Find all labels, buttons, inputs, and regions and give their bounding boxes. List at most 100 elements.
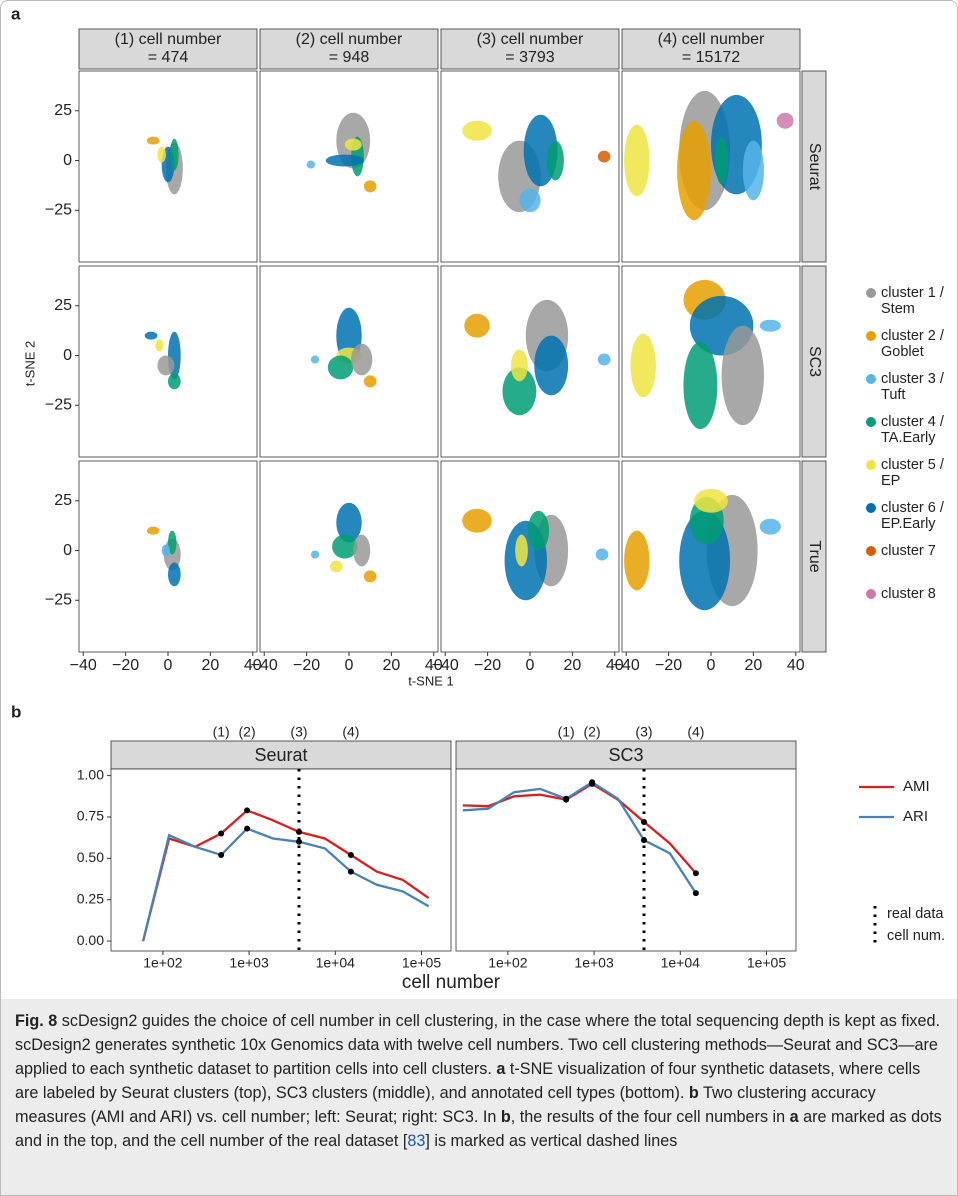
marker-dot xyxy=(295,838,302,845)
cell-cluster xyxy=(161,544,171,557)
facet-title: (4) cell number xyxy=(658,31,765,48)
marker-dot xyxy=(640,837,647,844)
legend-label: ARI xyxy=(903,808,928,825)
cell-cluster xyxy=(715,136,728,185)
y-tick-label: 0.50 xyxy=(77,849,104,865)
x-tick-label: 0 xyxy=(345,657,354,674)
cell-cluster xyxy=(776,112,794,129)
y-tick-label: 25 xyxy=(54,297,72,314)
caption-text: , the results of the four cell numbers i… xyxy=(510,1108,790,1126)
cell-cluster xyxy=(464,313,490,338)
row-strip xyxy=(801,460,827,653)
legend-swatch xyxy=(866,503,876,513)
caption-text: a xyxy=(496,1060,506,1078)
y-tick-label: 0.75 xyxy=(77,808,104,824)
marker-dot xyxy=(563,795,570,802)
x-tick-label: −40 xyxy=(251,657,278,674)
y-tick-label: −25 xyxy=(45,201,72,218)
cell-cluster xyxy=(597,353,611,366)
marker-dot xyxy=(589,779,596,786)
cell-cluster xyxy=(597,150,611,163)
cell-cluster xyxy=(363,375,377,388)
marker-label: (4) xyxy=(687,724,704,740)
x-tick-label: 0 xyxy=(707,657,716,674)
facet-title: Seurat xyxy=(254,745,307,765)
x-tick-label: 1e+02 xyxy=(143,955,183,971)
x-tick-label: 1e+04 xyxy=(661,955,701,971)
cell-cluster xyxy=(351,343,373,376)
panel-background xyxy=(440,265,620,458)
cell-cluster xyxy=(336,502,362,543)
marker-dot xyxy=(244,825,251,832)
caption-text: b xyxy=(500,1108,511,1126)
x-tick-label: −40 xyxy=(432,657,459,674)
x-axis-title: t-SNE 1 xyxy=(408,673,454,688)
cell-cluster xyxy=(325,154,364,167)
marker-dot xyxy=(347,852,354,859)
facet-strip xyxy=(78,28,258,70)
facet-title: = 15172 xyxy=(682,49,740,66)
legend-label: cluster 4 / xyxy=(881,414,945,430)
legend-swatch xyxy=(866,460,876,470)
row-strip xyxy=(801,265,827,458)
marker-label: (1) xyxy=(213,724,230,740)
y-tick-label: −25 xyxy=(45,396,72,413)
y-tick-label: 0 xyxy=(63,152,72,169)
marker-label: (3) xyxy=(290,724,307,740)
legend-swatch xyxy=(866,417,876,427)
facet-strip xyxy=(621,28,801,70)
cell-cluster xyxy=(519,188,541,213)
x-tick-label: −20 xyxy=(655,657,682,674)
row-title: True xyxy=(806,540,823,572)
caption-text: scDesign2 guides the choice of cell numb… xyxy=(15,1012,941,1078)
legend-label: AMI xyxy=(903,778,930,795)
cell-cluster xyxy=(344,138,362,151)
legend-swatch xyxy=(866,589,876,599)
cell-cluster xyxy=(546,140,564,181)
facet-title: (2) cell number xyxy=(296,31,403,48)
marker-label: (2) xyxy=(239,724,256,740)
marker-label: (2) xyxy=(584,724,601,740)
x-tick-label: 20 xyxy=(201,657,219,674)
cell-cluster xyxy=(157,146,166,163)
y-tick-label: 0.25 xyxy=(77,890,104,906)
panel-background xyxy=(455,768,797,952)
caption: Fig. 8 scDesign2 guides the choice of ce… xyxy=(1,999,957,1195)
panel-background xyxy=(110,768,452,952)
legend-label: EP xyxy=(881,473,900,489)
legend-swatch xyxy=(866,374,876,384)
x-tick-label: 1e+04 xyxy=(316,955,356,971)
series-line xyxy=(462,780,697,894)
facet-title: (3) cell number xyxy=(477,31,584,48)
x-tick-label: 1e+05 xyxy=(747,955,787,971)
figure-plots: a(1) cell number= 474(2) cell number= 94… xyxy=(11,4,945,993)
cell-cluster xyxy=(677,120,711,221)
x-tick-label: 0 xyxy=(526,657,535,674)
legend-swatch xyxy=(866,288,876,298)
y-tick-label: 0 xyxy=(63,347,72,364)
caption-text: a xyxy=(789,1108,799,1126)
facet-strip xyxy=(110,740,452,770)
x-tick-label: 40 xyxy=(787,657,805,674)
marker-dot xyxy=(692,870,699,877)
y-tick-label: 25 xyxy=(54,102,72,119)
caption-text[interactable]: 83 xyxy=(407,1132,426,1150)
legend-label: cluster 2 / xyxy=(881,328,945,344)
legend-label: Tuft xyxy=(881,387,905,403)
legend-label: real data xyxy=(887,906,944,922)
cell-cluster xyxy=(146,136,160,145)
cell-cluster xyxy=(683,341,718,430)
legend-label: Stem xyxy=(881,301,915,317)
cell-cluster xyxy=(146,526,160,535)
marker-label: (4) xyxy=(342,724,359,740)
row-title: Seurat xyxy=(806,143,823,191)
facet-title: = 474 xyxy=(148,49,189,66)
cell-cluster xyxy=(462,120,492,141)
marker-dot xyxy=(244,807,251,814)
cell-cluster xyxy=(363,570,377,583)
x-tick-label: 20 xyxy=(382,657,400,674)
x-tick-label: 1e+03 xyxy=(229,955,269,971)
cell-cluster xyxy=(168,530,177,555)
legend-label: cluster 5 / xyxy=(881,457,945,473)
marker-dot xyxy=(218,852,225,859)
